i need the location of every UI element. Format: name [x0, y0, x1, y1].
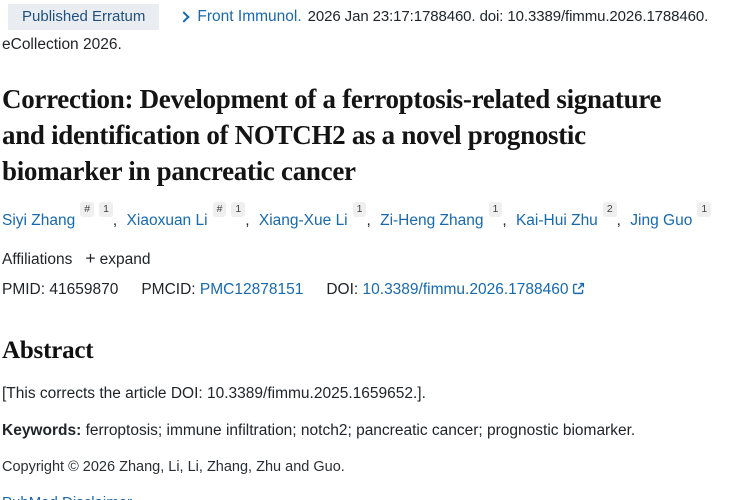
doi-group: DOI: 10.3389/fimmu.2026.1788460: [326, 281, 585, 298]
author: Siyi Zhang # 1,: [2, 202, 122, 230]
expand-affiliations-button[interactable]: + expand: [85, 248, 151, 270]
author-affiliation-badge[interactable]: 1: [488, 202, 503, 217]
pmcid-link[interactable]: PMC12878151: [199, 281, 304, 299]
keywords-row: Keywords: ferroptosis; immune infiltrati…: [2, 420, 748, 441]
expand-label: expand: [99, 250, 151, 268]
author-link[interactable]: Xiang-Xue Li: [258, 212, 348, 230]
author-link[interactable]: Kai-Hui Zhu: [515, 212, 598, 230]
keywords-label: Keywords:: [2, 422, 82, 440]
abstract-text: [This corrects the article DOI: 10.3389/…: [2, 385, 426, 403]
citation-line: Published Erratum Front Immunol. 2026 Ja…: [2, 3, 748, 30]
chevron-right-icon: [178, 10, 191, 23]
author: Zi-Heng Zhang 1,: [380, 202, 512, 230]
author-link[interactable]: Jing Guo: [630, 212, 693, 230]
doi-link[interactable]: 10.3389/fimmu.2026.1788460: [363, 281, 586, 298]
plus-icon: +: [85, 248, 96, 269]
author: Jing Guo 1: [630, 202, 716, 230]
author-separator: ,: [502, 212, 507, 230]
author-separator: ,: [366, 212, 371, 230]
author: Xiang-Xue Li 1,: [258, 202, 376, 230]
pmid-label: PMID:: [2, 281, 46, 299]
pmcid-group: PMCID: PMC12878151: [141, 281, 303, 298]
author-affiliation-badge[interactable]: 1: [99, 202, 113, 217]
ecollection-text: eCollection 2026.: [2, 36, 122, 53]
author-equal-contrib-badge[interactable]: #: [212, 202, 227, 217]
author-link[interactable]: Zi-Heng Zhang: [380, 212, 484, 230]
external-link-icon: [573, 283, 585, 295]
journal-link[interactable]: Front Immunol.: [197, 7, 302, 25]
author-equal-contrib-badge[interactable]: #: [80, 202, 95, 217]
author-separator: ,: [616, 212, 621, 230]
pmid-group: PMID: 41659870: [2, 281, 118, 298]
copyright-text: Copyright © 2026 Zhang, Li, Li, Zhang, Z…: [2, 459, 345, 476]
author-link[interactable]: Siyi Zhang: [2, 212, 76, 230]
abstract-heading: Abstract: [2, 337, 94, 365]
author-separator: ,: [245, 212, 250, 230]
pmcid-label: PMCID:: [141, 281, 196, 299]
citation-text: 2026 Jan 23:17:1788460. doi: 10.3389/fim…: [307, 8, 709, 25]
affiliations-label: Affiliations: [2, 250, 73, 268]
pmid-value: 41659870: [49, 281, 119, 299]
author: Xiaoxuan Li # 1,: [126, 202, 255, 230]
keywords-text: ferroptosis; immune infiltration; notch2…: [85, 422, 636, 440]
doi-label: DOI:: [326, 281, 359, 299]
author: Kai-Hui Zhu 2,: [515, 202, 626, 230]
author-separator: ,: [112, 212, 118, 230]
article-title: Correction: Development of a ferroptosis…: [2, 84, 662, 186]
publication-type-badge: Published Erratum: [8, 3, 160, 30]
author-affiliation-badge[interactable]: 1: [352, 202, 367, 217]
identifiers-row: PMID: 41659870 PMCID: PMC12878151 DOI: 10.…: [2, 279, 748, 301]
author-affiliation-badge[interactable]: 1: [231, 202, 246, 217]
affiliations-row: Affiliations + expand: [2, 248, 748, 270]
authors-list: Siyi Zhang # 1, Xiaoxuan Li # 1, Xiang-Xue L…: [2, 202, 748, 232]
author-affiliation-badge[interactable]: 2: [602, 202, 617, 217]
author-affiliation-badge[interactable]: 1: [697, 202, 712, 217]
pubmed-disclaimer-link[interactable]: PubMed Disclaimer: [2, 493, 132, 500]
author-link[interactable]: Xiaoxuan Li: [126, 212, 208, 230]
